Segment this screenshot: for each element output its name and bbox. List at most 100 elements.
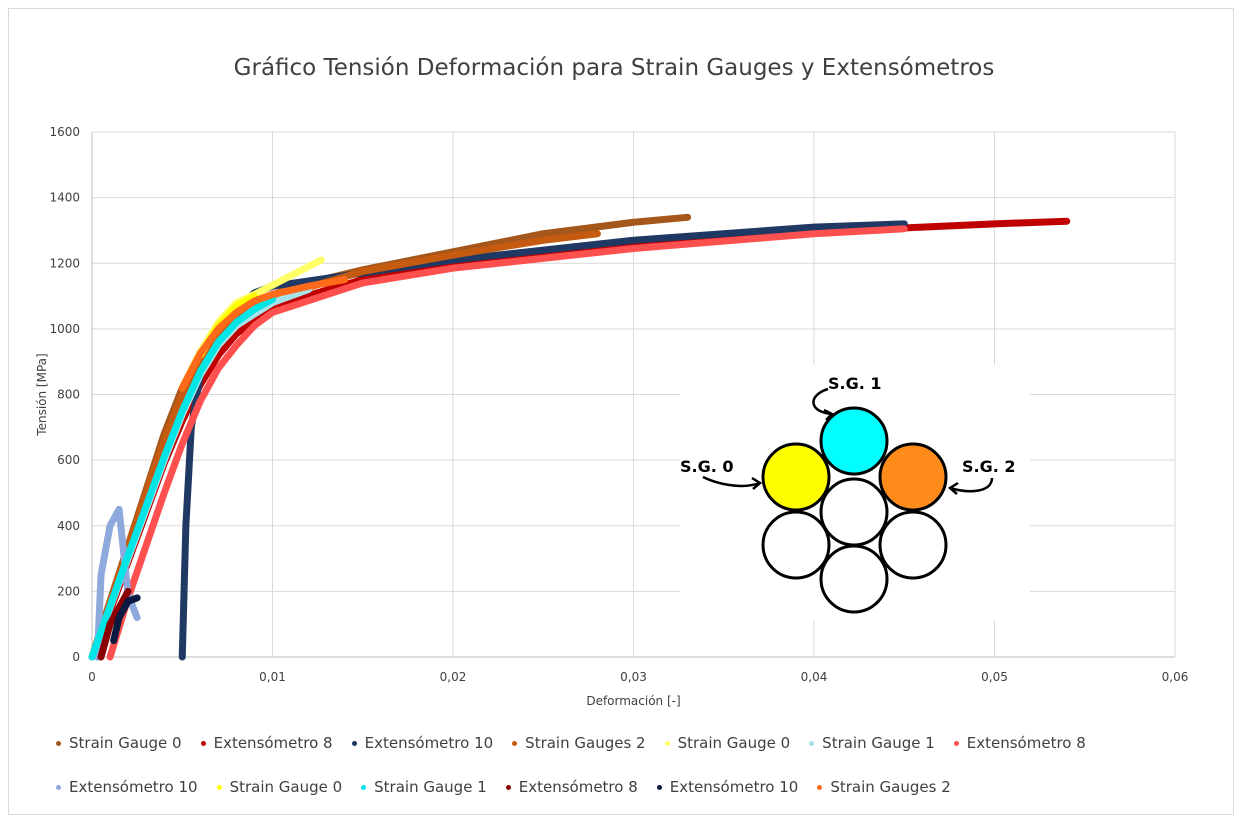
series-11 xyxy=(97,587,132,661)
strand-lower-right xyxy=(878,510,948,580)
legend-label: Extensómetro 10 xyxy=(669,778,799,796)
data-point xyxy=(179,392,185,397)
series-line xyxy=(110,594,141,645)
data-point xyxy=(111,638,117,644)
legend-marker-icon xyxy=(216,784,222,790)
data-point xyxy=(134,595,140,601)
arrow-sg2 xyxy=(949,477,994,493)
label-sg1: S.G. 1 xyxy=(828,374,882,393)
data-point xyxy=(215,326,221,332)
arrow-sg1 xyxy=(812,387,833,416)
legend-label: Strain Gauge 0 xyxy=(69,734,182,752)
y-tick-label: 1600 xyxy=(49,125,80,139)
legend-marker-icon xyxy=(512,740,518,746)
grid-layer xyxy=(91,131,1176,658)
data-point xyxy=(179,654,185,660)
arrow-sg2-head xyxy=(947,481,959,495)
data-point xyxy=(360,280,366,286)
x-tick-label: 0,05 xyxy=(981,670,1008,684)
legend-item: Strain Gauges 2 xyxy=(817,778,951,796)
strand-sg0 xyxy=(761,442,831,512)
data-point xyxy=(251,323,257,329)
legend-row-2: Extensómetro 10 Strain Gauge 0 Strain Gaug… xyxy=(56,777,970,797)
y-tick-label: 200 xyxy=(57,584,80,598)
legend-label: Strain Gauge 1 xyxy=(374,778,487,796)
legend-item: Strain Gauge 1 xyxy=(361,778,487,796)
data-point xyxy=(251,298,257,304)
legend-marker-icon xyxy=(809,740,815,746)
series-13 xyxy=(178,276,349,392)
data-point xyxy=(107,523,113,529)
data-point xyxy=(233,303,239,309)
y-tick-label: 800 xyxy=(57,388,80,402)
x-tick-label: 0,04 xyxy=(801,670,828,684)
legend-marker-icon xyxy=(664,740,670,746)
y-tick-label: 0 xyxy=(72,650,80,664)
data-point xyxy=(107,621,113,627)
chart-title: Gráfico Tensión Deformación para Strain … xyxy=(233,55,995,81)
data-point xyxy=(1064,218,1070,224)
strand-center xyxy=(819,477,889,547)
legend-item: Strain Gauges 2 xyxy=(512,734,646,752)
legend-marker-icon xyxy=(505,784,511,790)
data-point xyxy=(125,552,131,558)
legend-marker-icon xyxy=(56,784,61,790)
data-point xyxy=(631,219,636,225)
data-point xyxy=(215,339,221,345)
data-point xyxy=(125,588,131,594)
label-sg2: S.G. 2 xyxy=(962,457,1016,476)
y-tick-label: 600 xyxy=(57,453,80,467)
legend-item: Extensómetro 8 xyxy=(505,778,638,796)
data-point xyxy=(179,408,185,414)
legend-marker-icon xyxy=(200,740,206,746)
data-point xyxy=(98,572,104,578)
y-tick-label: 1000 xyxy=(49,322,80,336)
legend-marker-icon xyxy=(953,740,959,746)
data-point xyxy=(179,385,185,391)
legend-item: Strain Gauge 0 xyxy=(216,778,343,796)
legend-item: Extensómetro 10 xyxy=(351,734,494,752)
series-line xyxy=(97,587,132,661)
data-point xyxy=(540,231,546,237)
data-point xyxy=(270,291,275,297)
legend-item: Strain Gauge 0 xyxy=(56,734,182,752)
data-point xyxy=(233,319,239,325)
y-tick-label: 1200 xyxy=(49,256,80,270)
data-point xyxy=(143,503,149,509)
data-point xyxy=(161,437,167,443)
legend-marker-icon xyxy=(56,740,61,746)
data-point xyxy=(901,221,907,227)
y-tick-label: 1400 xyxy=(49,191,80,205)
data-point xyxy=(631,237,636,243)
legend-label: Extensómetro 10 xyxy=(364,734,494,752)
cable-cross-section-inset: S.G. 1 S.G. 0 S.G. 2 xyxy=(680,365,1030,620)
legend-label: Strain Gauge 0 xyxy=(229,778,343,796)
legend-marker-icon xyxy=(361,784,367,790)
legend-item: Strain Gauge 1 xyxy=(809,734,935,752)
data-point xyxy=(450,252,456,258)
data-point xyxy=(183,523,189,529)
data-point xyxy=(125,598,131,604)
data-point xyxy=(98,654,104,660)
legend-label: Extensómetro 8 xyxy=(213,734,333,752)
series-7 xyxy=(106,225,908,661)
data-point xyxy=(594,231,600,237)
legend-marker-icon xyxy=(351,740,357,746)
arrow-sg0 xyxy=(702,475,761,488)
x-tick-label: 0,03 xyxy=(620,670,647,684)
data-point xyxy=(811,231,817,237)
data-point xyxy=(342,277,348,283)
legend-label: Extensómetro 10 xyxy=(69,778,198,796)
data-point xyxy=(251,306,257,312)
legend-item: Extensómetro 8 xyxy=(953,734,1086,752)
legend-item: Strain Gauge 0 xyxy=(664,734,790,752)
legend-label: Strain Gauges 2 xyxy=(525,734,646,752)
data-point xyxy=(179,441,185,447)
data-point xyxy=(197,398,203,404)
strand-lower-left xyxy=(761,510,831,580)
arrow-sg0-head xyxy=(751,476,763,490)
data-point xyxy=(89,654,95,660)
data-point xyxy=(631,245,636,251)
legend-item: Extensómetro 10 xyxy=(656,778,799,796)
